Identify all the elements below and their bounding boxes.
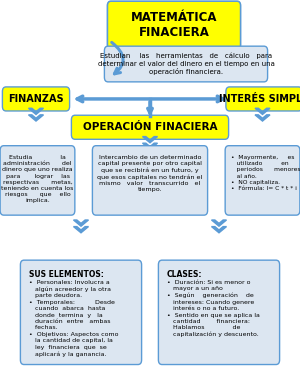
FancyBboxPatch shape xyxy=(225,146,300,215)
Polygon shape xyxy=(74,227,88,233)
FancyBboxPatch shape xyxy=(71,115,229,139)
Text: INTERÉS SIMPLE: INTERÉS SIMPLE xyxy=(219,94,300,104)
FancyBboxPatch shape xyxy=(20,260,142,365)
Polygon shape xyxy=(142,143,158,149)
Text: Intercambio de un determinado
capital presente por otro capital
que se recibirá : Intercambio de un determinado capital pr… xyxy=(97,155,203,192)
Polygon shape xyxy=(142,137,158,143)
Polygon shape xyxy=(212,227,226,233)
Polygon shape xyxy=(28,115,44,121)
Polygon shape xyxy=(255,115,270,121)
FancyBboxPatch shape xyxy=(158,260,280,365)
Text: •  Duración: Si es menor o
   mayor a un año
•  Según    generación    de
   int: • Duración: Si es menor o mayor a un año… xyxy=(167,280,260,338)
Polygon shape xyxy=(28,108,44,114)
FancyBboxPatch shape xyxy=(104,46,268,82)
Text: CLASES:: CLASES: xyxy=(167,270,202,279)
Text: •  Personales: Involucra a
   algún acreedor y la otra
   parte deudora.
•  Temp: • Personales: Involucra a algún acreedor… xyxy=(29,280,118,357)
FancyBboxPatch shape xyxy=(107,1,241,49)
Text: Estudian    las   herramientas   de   cálculo   para
determinar el valor del din: Estudian las herramientas de cálculo par… xyxy=(98,53,274,75)
Text: Estudia              la
administración      del
dinero que uno realiza
para     : Estudia la administración del dinero que… xyxy=(1,155,74,203)
FancyBboxPatch shape xyxy=(0,146,75,215)
Polygon shape xyxy=(74,220,88,226)
Text: OPERACIÓN FINACIERA: OPERACIÓN FINACIERA xyxy=(83,122,217,132)
Polygon shape xyxy=(255,108,270,114)
Polygon shape xyxy=(212,220,226,226)
FancyBboxPatch shape xyxy=(2,87,70,111)
Text: •  Mayormente,     es
   utilizado          en
   periodos      menores
   al añ: • Mayormente, es utilizado en periodos m… xyxy=(231,155,300,191)
FancyBboxPatch shape xyxy=(226,87,300,111)
Text: FINANZAS: FINANZAS xyxy=(8,94,64,104)
FancyBboxPatch shape xyxy=(92,146,208,215)
Text: MATEMÁTICA
FINACIERA: MATEMÁTICA FINACIERA xyxy=(131,11,217,39)
Text: SUS ELEMENTOS:: SUS ELEMENTOS: xyxy=(29,270,104,279)
